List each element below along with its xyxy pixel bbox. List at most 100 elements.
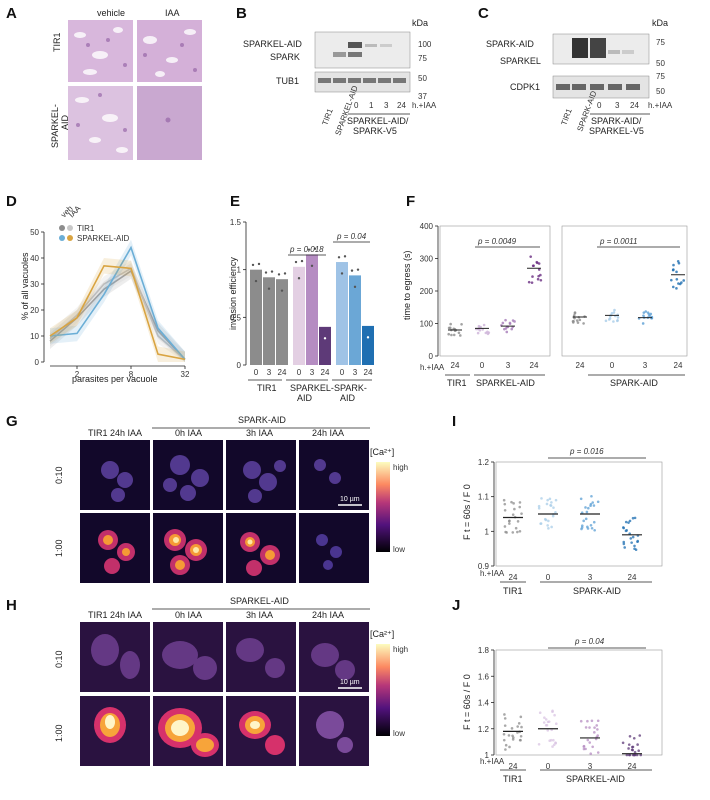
chart-i: 0.9 1 1.1 1.2 24 0 3 24 <box>478 458 663 582</box>
panel-label-e: E <box>230 193 240 210</box>
e-point-2-1 <box>280 289 284 292</box>
e-x-tick-label-7: 3 <box>353 368 358 377</box>
h-scale-bar: 10 µm <box>340 679 360 686</box>
j-point-0-14 <box>503 724 507 727</box>
e-point-5-2 <box>326 319 330 323</box>
f-point-6-1 <box>642 311 646 314</box>
j-point-1-17 <box>553 713 556 717</box>
i-point-3-16 <box>622 526 626 530</box>
f-point-1-7 <box>486 332 490 336</box>
f-point-2-11 <box>508 321 512 325</box>
f-point-6-12 <box>641 322 645 325</box>
j-point-1-16 <box>542 721 546 724</box>
f-point-0-5 <box>457 331 461 335</box>
panel-label-h: H <box>6 597 17 614</box>
f-point-3-11 <box>535 260 539 264</box>
j-point-3-20 <box>632 736 636 740</box>
e-group-sparkel: SPARKEL- <box>290 383 334 393</box>
f-point-1-10 <box>479 325 482 329</box>
j-point-1-9 <box>554 722 558 725</box>
i-point-1-13 <box>550 501 553 504</box>
e-point-1-2 <box>270 270 274 273</box>
i-point-1-15 <box>546 524 549 527</box>
d-x-tick-label-1: 8 <box>129 370 134 379</box>
f-point-6-7 <box>644 310 648 313</box>
i-point-3-17 <box>627 521 630 524</box>
i-point-3-5 <box>622 540 626 544</box>
e-group-spark-2: AID <box>340 393 356 403</box>
j-point-0-16 <box>508 745 511 749</box>
i-y-tick-label-0: 0.9 <box>478 562 490 571</box>
e-bar-2 <box>276 279 288 365</box>
e-point-3-1 <box>297 277 301 280</box>
h-col-tir1: TIR1 24h IAA <box>88 610 142 620</box>
i-x-tick-label-0: 24 <box>509 573 518 582</box>
b-western-blot <box>314 31 411 93</box>
f-point-7-12 <box>677 261 681 265</box>
j-point-3-21 <box>638 734 642 737</box>
f-point-3-6 <box>537 268 541 271</box>
f-p2: p = 0.0011 <box>599 237 637 246</box>
e-x-tick-label-2: 24 <box>278 368 287 377</box>
b-marker-100: 100 <box>418 40 432 49</box>
j-point-2-14 <box>582 745 586 748</box>
f-point-2-0 <box>505 330 509 334</box>
j-point-2-15 <box>589 752 593 755</box>
i-point-1-19 <box>537 504 541 508</box>
j-point-2-11 <box>584 726 588 729</box>
f-point-2-13 <box>504 327 508 330</box>
j-point-3-2 <box>639 753 643 757</box>
i-y-tick-label-3: 1.2 <box>478 458 490 467</box>
j-point-3-15 <box>637 749 641 753</box>
f-x-tick-label-3: 24 <box>530 361 539 370</box>
i-point-0-11 <box>511 531 515 534</box>
i-x-tick-label-1: 0 <box>546 573 551 582</box>
d-series-band-0 <box>50 263 185 362</box>
f-x-tick-label-0: 24 <box>451 361 460 370</box>
e-point-3-0 <box>294 260 298 264</box>
j-point-1-21 <box>554 741 557 745</box>
j-point-2-6 <box>579 719 583 723</box>
j-point-0-6 <box>511 738 515 741</box>
f-point-4-11 <box>573 316 576 320</box>
h-row-100: 1:00 <box>54 724 64 742</box>
c-kda: kDa <box>652 18 668 28</box>
panel-label-i: I <box>452 413 456 430</box>
i-point-1-18 <box>540 497 543 500</box>
e-x-tick-label-4: 3 <box>310 368 315 377</box>
j-point-0-4 <box>502 738 506 742</box>
f-point-5-13 <box>613 308 616 312</box>
chart-j: 1 1.2 1.4 1.6 1.8 24 0 3 24 <box>478 646 663 771</box>
g-legend-low: low <box>393 545 405 554</box>
i-x-tick-label-2: 3 <box>588 573 593 582</box>
i-point-3-20 <box>622 542 626 546</box>
chart-e: 00.511.50 3 24 0 3 24 0 3 24 <box>230 218 374 377</box>
i-point-2-4 <box>587 506 590 510</box>
i-point-3-10 <box>633 547 636 551</box>
j-point-2-2 <box>590 719 594 723</box>
i-point-0-20 <box>502 498 506 502</box>
g-col-24h: 24h IAA <box>312 428 344 438</box>
j-point-2-16 <box>595 724 599 727</box>
f-point-7-5 <box>675 287 678 290</box>
j-point-2-10 <box>591 745 594 749</box>
i-point-2-15 <box>580 524 584 528</box>
f-group-tir1: TIR1 <box>447 378 467 388</box>
f-point-2-10 <box>511 319 515 322</box>
f-point-5-6 <box>607 318 611 321</box>
j-point-3-18 <box>631 745 634 749</box>
e-point-5-1 <box>323 337 327 340</box>
chart-d: 0 10 20 30 40 50 2 8 32 <box>30 228 190 379</box>
j-point-1-18 <box>545 723 549 727</box>
e-bar-6 <box>336 262 348 365</box>
b-band-sparkel-aid: SPARKEL-AID <box>243 39 302 49</box>
e-point-8-2 <box>369 318 373 322</box>
b-band-tub1: TUB1 <box>276 76 299 86</box>
i-point-1-14 <box>549 504 553 507</box>
c-marker-75a: 75 <box>656 38 665 47</box>
i-point-0-8 <box>508 522 511 525</box>
e-point-0-1 <box>254 279 258 283</box>
b-group-l1: SPARKEL-AID/ <box>347 116 409 126</box>
j-point-1-20 <box>551 709 554 713</box>
j-point-2-9 <box>593 726 596 729</box>
